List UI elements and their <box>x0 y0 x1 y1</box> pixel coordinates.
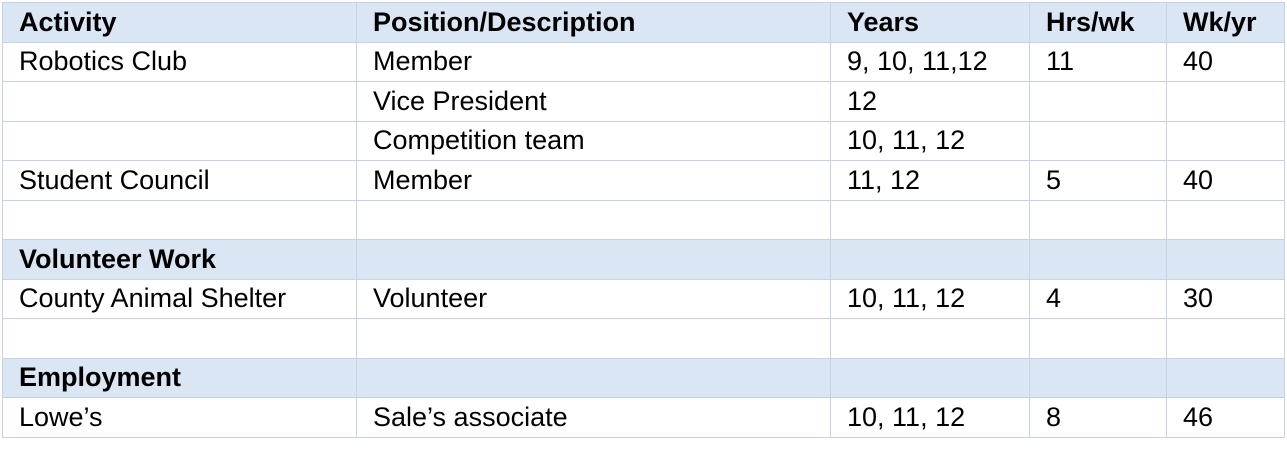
header-wk-yr: Wk/yr <box>1166 2 1285 43</box>
cell-years: 11, 12 <box>830 160 1030 201</box>
cell-wk-yr: 46 <box>1166 397 1285 438</box>
empty-cell <box>2 318 357 359</box>
cell-position: Sale’s associate <box>356 397 831 438</box>
cell-activity <box>2 120 357 161</box>
table-row: Student Council Member 11, 12 5 40 <box>2 160 1285 201</box>
header-hrs-wk: Hrs/wk <box>1029 2 1167 43</box>
cell-hrs-wk: 4 <box>1029 278 1167 319</box>
section-title: Employment <box>2 357 357 398</box>
header-position: Position/Description <box>356 2 831 43</box>
header-activity: Activity <box>2 2 357 43</box>
cell-position: Volunteer <box>356 278 831 319</box>
empty-cell <box>830 318 1030 359</box>
section-title: Volunteer Work <box>2 239 357 280</box>
empty-cell <box>1166 357 1285 398</box>
header-years: Years <box>830 2 1030 43</box>
empty-cell <box>830 357 1030 398</box>
cell-activity: Student Council <box>2 160 357 201</box>
cell-hrs-wk <box>1029 81 1167 122</box>
empty-cell <box>356 318 831 359</box>
activities-table: Activity Position/Description Years Hrs/… <box>2 2 1285 438</box>
cell-hrs-wk: 5 <box>1029 160 1167 201</box>
empty-cell <box>356 239 831 280</box>
cell-position: Member <box>356 41 831 82</box>
cell-activity <box>2 81 357 122</box>
cell-years: 9, 10, 11,12 <box>830 41 1030 82</box>
cell-activity: Robotics Club <box>2 41 357 82</box>
cell-wk-yr <box>1166 120 1285 161</box>
cell-wk-yr: 40 <box>1166 41 1285 82</box>
empty-cell <box>830 199 1030 240</box>
cell-position: Competition team <box>356 120 831 161</box>
cell-hrs-wk: 11 <box>1029 41 1167 82</box>
table-row: Robotics Club Member 9, 10, 11,12 11 40 <box>2 41 1285 82</box>
empty-cell <box>2 199 357 240</box>
cell-wk-yr: 40 <box>1166 160 1285 201</box>
cell-years: 10, 11, 12 <box>830 278 1030 319</box>
cell-position: Member <box>356 160 831 201</box>
header-row: Activity Position/Description Years Hrs/… <box>2 2 1285 43</box>
cell-years: 10, 11, 12 <box>830 397 1030 438</box>
cell-hrs-wk: 8 <box>1029 397 1167 438</box>
table-row: Lowe’s Sale’s associate 10, 11, 12 8 46 <box>2 397 1285 438</box>
empty-cell <box>356 357 831 398</box>
empty-row <box>2 199 1285 240</box>
table-row: Competition team 10, 11, 12 <box>2 120 1285 161</box>
cell-wk-yr <box>1166 81 1285 122</box>
empty-cell <box>1029 239 1167 280</box>
empty-cell <box>1166 318 1285 359</box>
table-row: County Animal Shelter Volunteer 10, 11, … <box>2 278 1285 319</box>
empty-cell <box>830 239 1030 280</box>
cell-hrs-wk <box>1029 120 1167 161</box>
cell-position: Vice President <box>356 81 831 122</box>
section-header-employment: Employment <box>2 357 1285 398</box>
empty-cell <box>1166 199 1285 240</box>
cell-activity: County Animal Shelter <box>2 278 357 319</box>
section-header-volunteer: Volunteer Work <box>2 239 1285 280</box>
empty-cell <box>1029 357 1167 398</box>
empty-row <box>2 318 1285 359</box>
cell-wk-yr: 30 <box>1166 278 1285 319</box>
cell-activity: Lowe’s <box>2 397 357 438</box>
empty-cell <box>356 199 831 240</box>
empty-cell <box>1029 318 1167 359</box>
cell-years: 10, 11, 12 <box>830 120 1030 161</box>
empty-cell <box>1029 199 1167 240</box>
table-row: Vice President 12 <box>2 81 1285 122</box>
cell-years: 12 <box>830 81 1030 122</box>
empty-cell <box>1166 239 1285 280</box>
